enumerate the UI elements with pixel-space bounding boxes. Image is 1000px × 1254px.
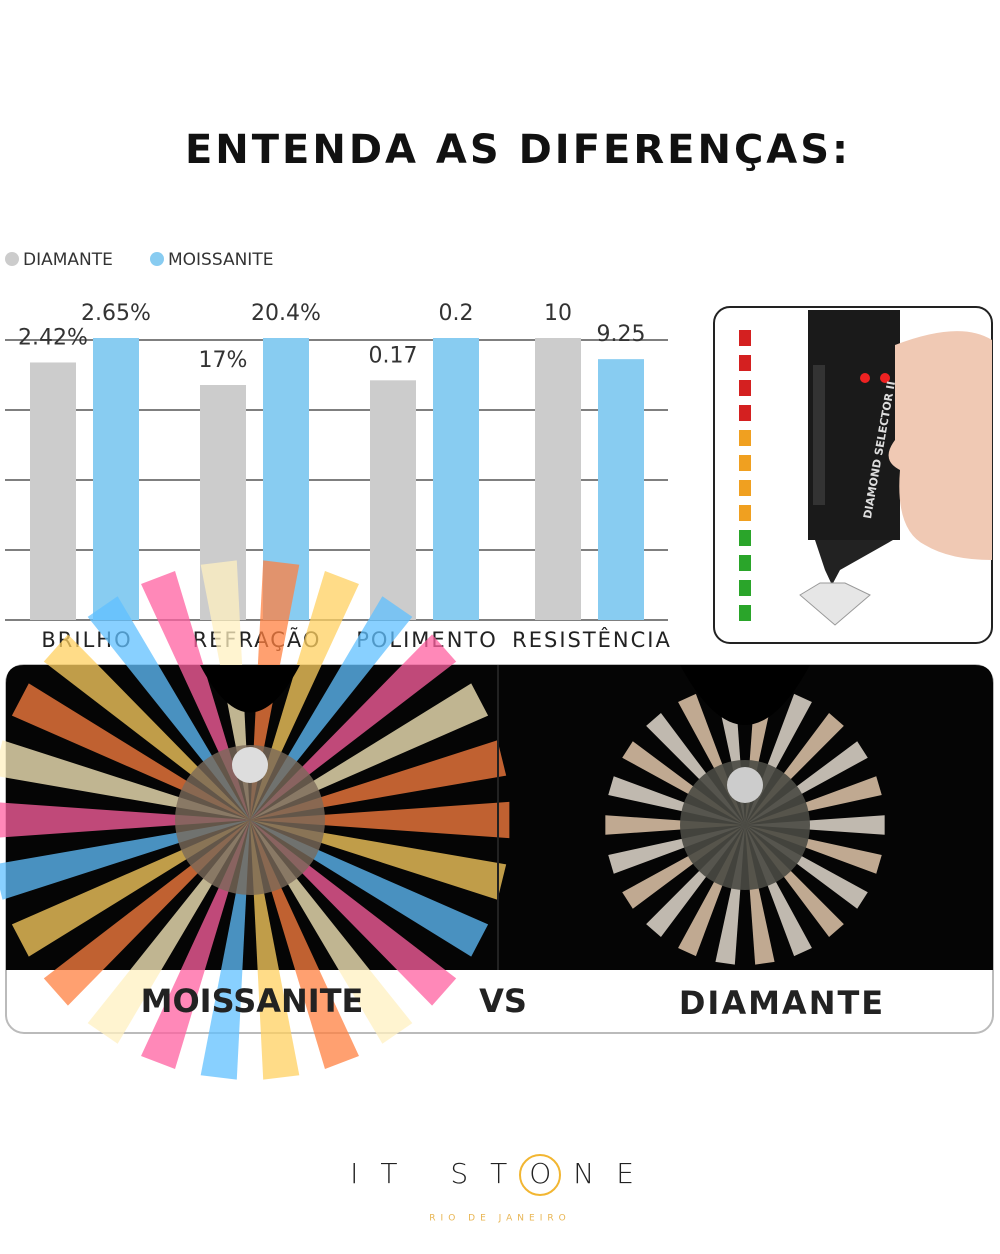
compare-right: DIAMANTE xyxy=(679,984,885,1022)
value-label: 17% xyxy=(199,348,248,373)
value-label: 10 xyxy=(544,301,572,326)
bar xyxy=(370,380,416,620)
stone xyxy=(232,747,268,783)
bar xyxy=(433,338,479,620)
ray xyxy=(250,801,510,839)
logo-name: IT STONE xyxy=(350,1157,656,1190)
compare-vs: VS xyxy=(479,982,527,1020)
led xyxy=(739,580,751,596)
gem xyxy=(799,582,871,626)
bar xyxy=(93,338,139,620)
bar xyxy=(535,338,581,620)
bar xyxy=(598,359,644,620)
photo-panel: MOISSANITE VS DIAMANTE xyxy=(0,560,994,1080)
led xyxy=(739,430,751,446)
compare-left: MOISSANITE xyxy=(141,982,364,1020)
led xyxy=(739,455,751,471)
lamp xyxy=(880,373,890,383)
logo-ring xyxy=(519,1154,561,1196)
value-label: 0.17 xyxy=(369,343,418,368)
hand xyxy=(888,331,992,560)
stone xyxy=(727,767,763,803)
value-label: 20.4% xyxy=(251,301,321,326)
probe xyxy=(200,665,300,713)
led xyxy=(739,505,751,521)
legend-swatch xyxy=(150,252,164,266)
legend-swatch xyxy=(5,252,19,266)
probe xyxy=(680,665,810,725)
led xyxy=(739,480,751,496)
device-panel: DIAMOND SELECTOR II xyxy=(713,306,993,644)
led xyxy=(739,605,751,621)
tester-tip xyxy=(815,540,893,585)
led xyxy=(739,330,751,346)
value-label: 2.65% xyxy=(81,301,151,326)
lamp xyxy=(860,373,870,383)
ray xyxy=(745,815,885,835)
bar xyxy=(30,362,76,620)
ray xyxy=(605,815,745,835)
glow xyxy=(175,745,325,895)
legend-label: MOISSANITE xyxy=(168,250,273,270)
tester-body xyxy=(808,310,900,540)
led xyxy=(739,555,751,571)
value-label: 9.25 xyxy=(597,322,646,347)
led-scale xyxy=(739,330,751,621)
ray xyxy=(0,802,250,838)
logo-tagline: RIO DE JANEIRO xyxy=(429,1214,570,1224)
value-label: 0.2 xyxy=(439,301,474,326)
value-label: 2.42% xyxy=(18,325,88,350)
tester-meter xyxy=(813,365,825,505)
light-rays xyxy=(0,560,885,1080)
legend-label: DIAMANTE xyxy=(23,250,113,270)
led xyxy=(739,380,751,396)
led xyxy=(739,530,751,546)
led xyxy=(739,405,751,421)
glow xyxy=(680,760,810,890)
page-title: ENTENDA AS DIFERENÇAS: xyxy=(185,127,851,173)
led xyxy=(739,355,751,371)
category-label: RESISTÊNCIA xyxy=(512,627,672,652)
